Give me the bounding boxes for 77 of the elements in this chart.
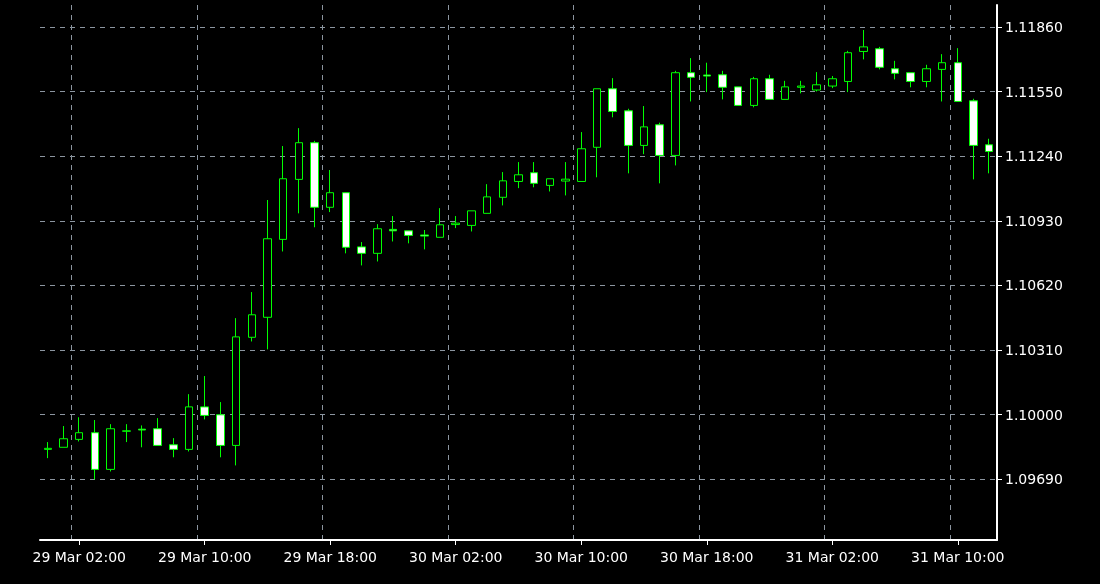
candlestick [59,425,68,448]
candlestick [106,423,115,472]
candlestick [499,171,507,206]
candlestick [671,70,680,166]
candlestick [44,441,52,459]
candlestick [608,77,617,118]
candlestick [577,131,586,182]
candlestick [75,416,83,442]
candlestick [703,62,711,93]
candlestick [906,72,915,88]
candlestick [859,29,868,60]
x-tick-label: 30 Mar 18:00 [660,549,754,565]
candlestick [263,199,272,350]
candlestick [938,53,946,102]
candlestick [734,86,742,106]
candlestick [216,401,225,458]
candlestick [718,70,727,100]
y-tick-label: 1.11240 [1005,148,1063,165]
candlestick [232,317,240,466]
y-tick-label: 1.10310 [1005,342,1063,358]
candlestick [750,76,758,108]
candlestick [655,122,664,184]
candlestick [279,145,287,252]
candlestick [514,161,523,189]
y-tick-label: 1.09690 [1005,471,1063,488]
candlestick [138,424,146,448]
candlestick [922,64,931,88]
candlestick [546,178,554,192]
candlestick [891,60,899,80]
y-tick-label: 1.10000 [1005,406,1063,423]
candlestick [687,57,695,102]
candlestick [765,74,774,100]
candlestick [295,127,303,214]
candlestick [389,215,397,242]
candlestick [310,140,319,228]
candlestick [969,98,978,180]
x-tick-label: 29 Mar 18:00 [283,549,377,565]
candlestick [985,138,993,174]
candlestick [530,161,538,188]
candlestick [797,80,805,94]
x-tick-label: 30 Mar 10:00 [534,549,628,565]
x-tick-label: 31 Mar 02:00 [785,549,880,565]
y-tick-label: 1.11860 [1005,19,1063,36]
x-tick-label: 31 Mar 10:00 [911,549,1005,565]
candlestick [812,71,821,92]
candlestick [483,183,491,214]
candlestick [420,229,429,250]
candlestick [844,50,852,93]
candlestick [561,161,570,196]
candlestick [436,207,444,238]
candlestick [185,393,193,452]
x-tick-label: 29 Mar 10:00 [157,549,252,565]
candlestick [169,437,178,458]
candlestick [153,417,162,446]
candlestick [373,223,382,262]
x-tick-label: 30 Mar 02:00 [409,549,503,565]
candlestick [248,291,256,342]
x-tick-label: 29 Mar 02:00 [32,549,126,565]
candlestick [954,47,962,102]
y-tick-label: 1.10620 [1005,277,1063,294]
candlestick [122,423,131,443]
candlestick [404,230,413,244]
candlestick [781,80,789,100]
candlestick [467,210,476,232]
candlestick [640,105,648,155]
candlestick [326,169,334,213]
candlestick [200,375,209,420]
candlestick [451,215,460,229]
candlestick [624,108,633,174]
candlestick [91,419,99,480]
candlestick [342,192,350,254]
y-tick-label: 1.10930 [1005,212,1063,229]
y-tick-label: 1.11550 [1005,83,1063,100]
candlestick [357,241,366,266]
candlestick [875,46,884,70]
candlestick [593,88,601,178]
candlestick [828,75,837,89]
